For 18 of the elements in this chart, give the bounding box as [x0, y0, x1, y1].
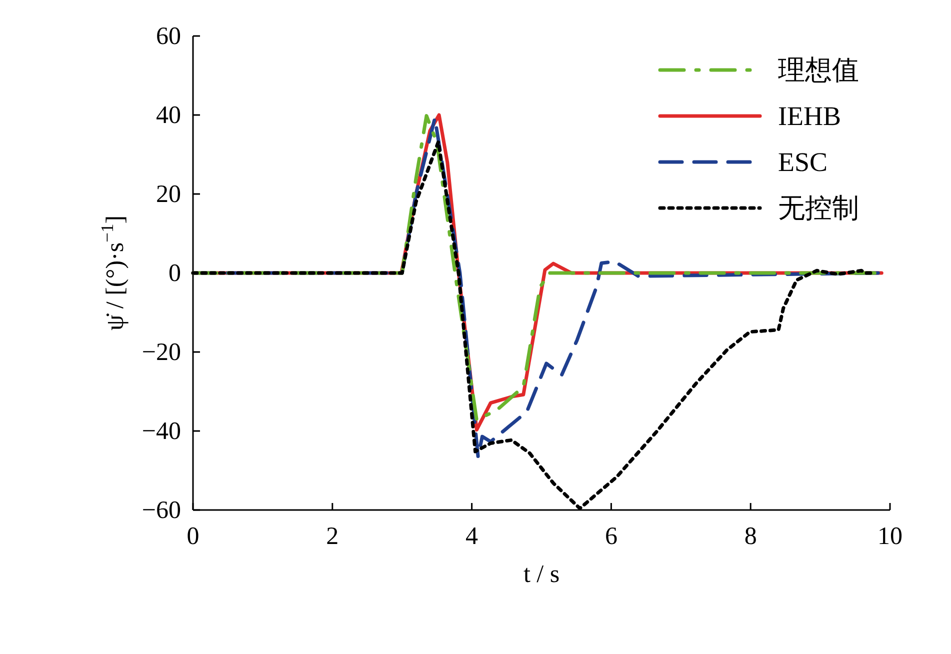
- y-tick-label: −60: [142, 497, 181, 524]
- y-tick-label: −20: [142, 339, 181, 366]
- y-tick-label: 0: [168, 260, 181, 287]
- y-tick-label: 60: [156, 23, 181, 50]
- legend-label: IEHB: [778, 101, 841, 131]
- legend-label: ESC: [778, 147, 828, 177]
- x-tick-label: 0: [186, 523, 200, 550]
- y-tick-label: 20: [156, 181, 181, 208]
- x-tick-label: 2: [326, 523, 339, 550]
- y-tick-label: −40: [142, 418, 181, 445]
- x-axis-title: t / s: [523, 561, 560, 588]
- legend-label: 无控制: [778, 193, 859, 223]
- x-tick-label: 8: [744, 523, 757, 550]
- x-tick-label: 10: [878, 523, 902, 550]
- x-tick-label: 6: [604, 523, 618, 550]
- x-tick-label: 4: [466, 523, 479, 550]
- y-tick-label: 40: [156, 102, 181, 129]
- legend-label: 理想值: [778, 55, 859, 85]
